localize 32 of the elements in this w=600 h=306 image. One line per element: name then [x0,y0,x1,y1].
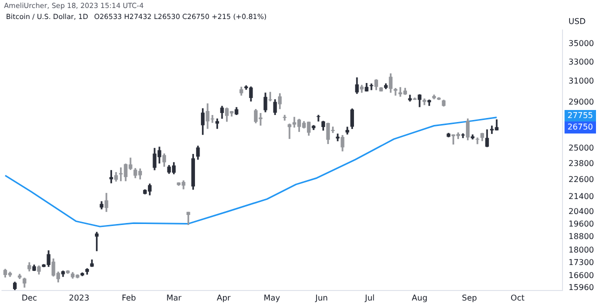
y-tick-label: 18800 [568,232,594,242]
candlestick [288,124,292,139]
x-tick-label: Mar [166,293,182,302]
y-axis-title: USD [568,17,586,26]
y-tick-label: 29000 [568,97,594,106]
x-tick-label: Jul [364,293,375,302]
y-tick-label: 20400 [568,206,594,216]
y-tick-label: 33000 [568,57,594,66]
y-tick-label: 23800 [568,158,594,168]
x-tick-label: Apr [216,293,232,302]
x-tick-label: Dec [22,293,38,302]
x-tick-label: 2023 [68,293,90,302]
y-tick-label: 16600 [568,270,594,280]
x-tick-label: Aug [412,293,428,302]
annotation: 26750 [568,122,594,132]
x-tick-label: May [264,293,280,302]
y-tick-label: 22600 [568,174,594,184]
y-tick-label: 21400 [568,192,594,201]
y-tick-label: 25000 [568,144,594,153]
x-tick-label: Jun [314,293,328,302]
y-tick-label: 18000 [568,246,594,255]
y-tick-label: 19600 [568,219,594,228]
x-tick-label: Oct [510,293,524,302]
annotation: 27755 [568,111,594,120]
y-tick-label: 15960 [568,283,594,292]
y-tick-label: 31000 [568,76,594,86]
candlestick [394,88,398,96]
y-tick-label: 17300 [568,258,594,268]
candlestick [461,133,465,138]
x-tick-label: Feb [122,293,136,302]
y-tick-label: 35000 [568,38,594,48]
x-tick-label: Sep [462,293,477,302]
